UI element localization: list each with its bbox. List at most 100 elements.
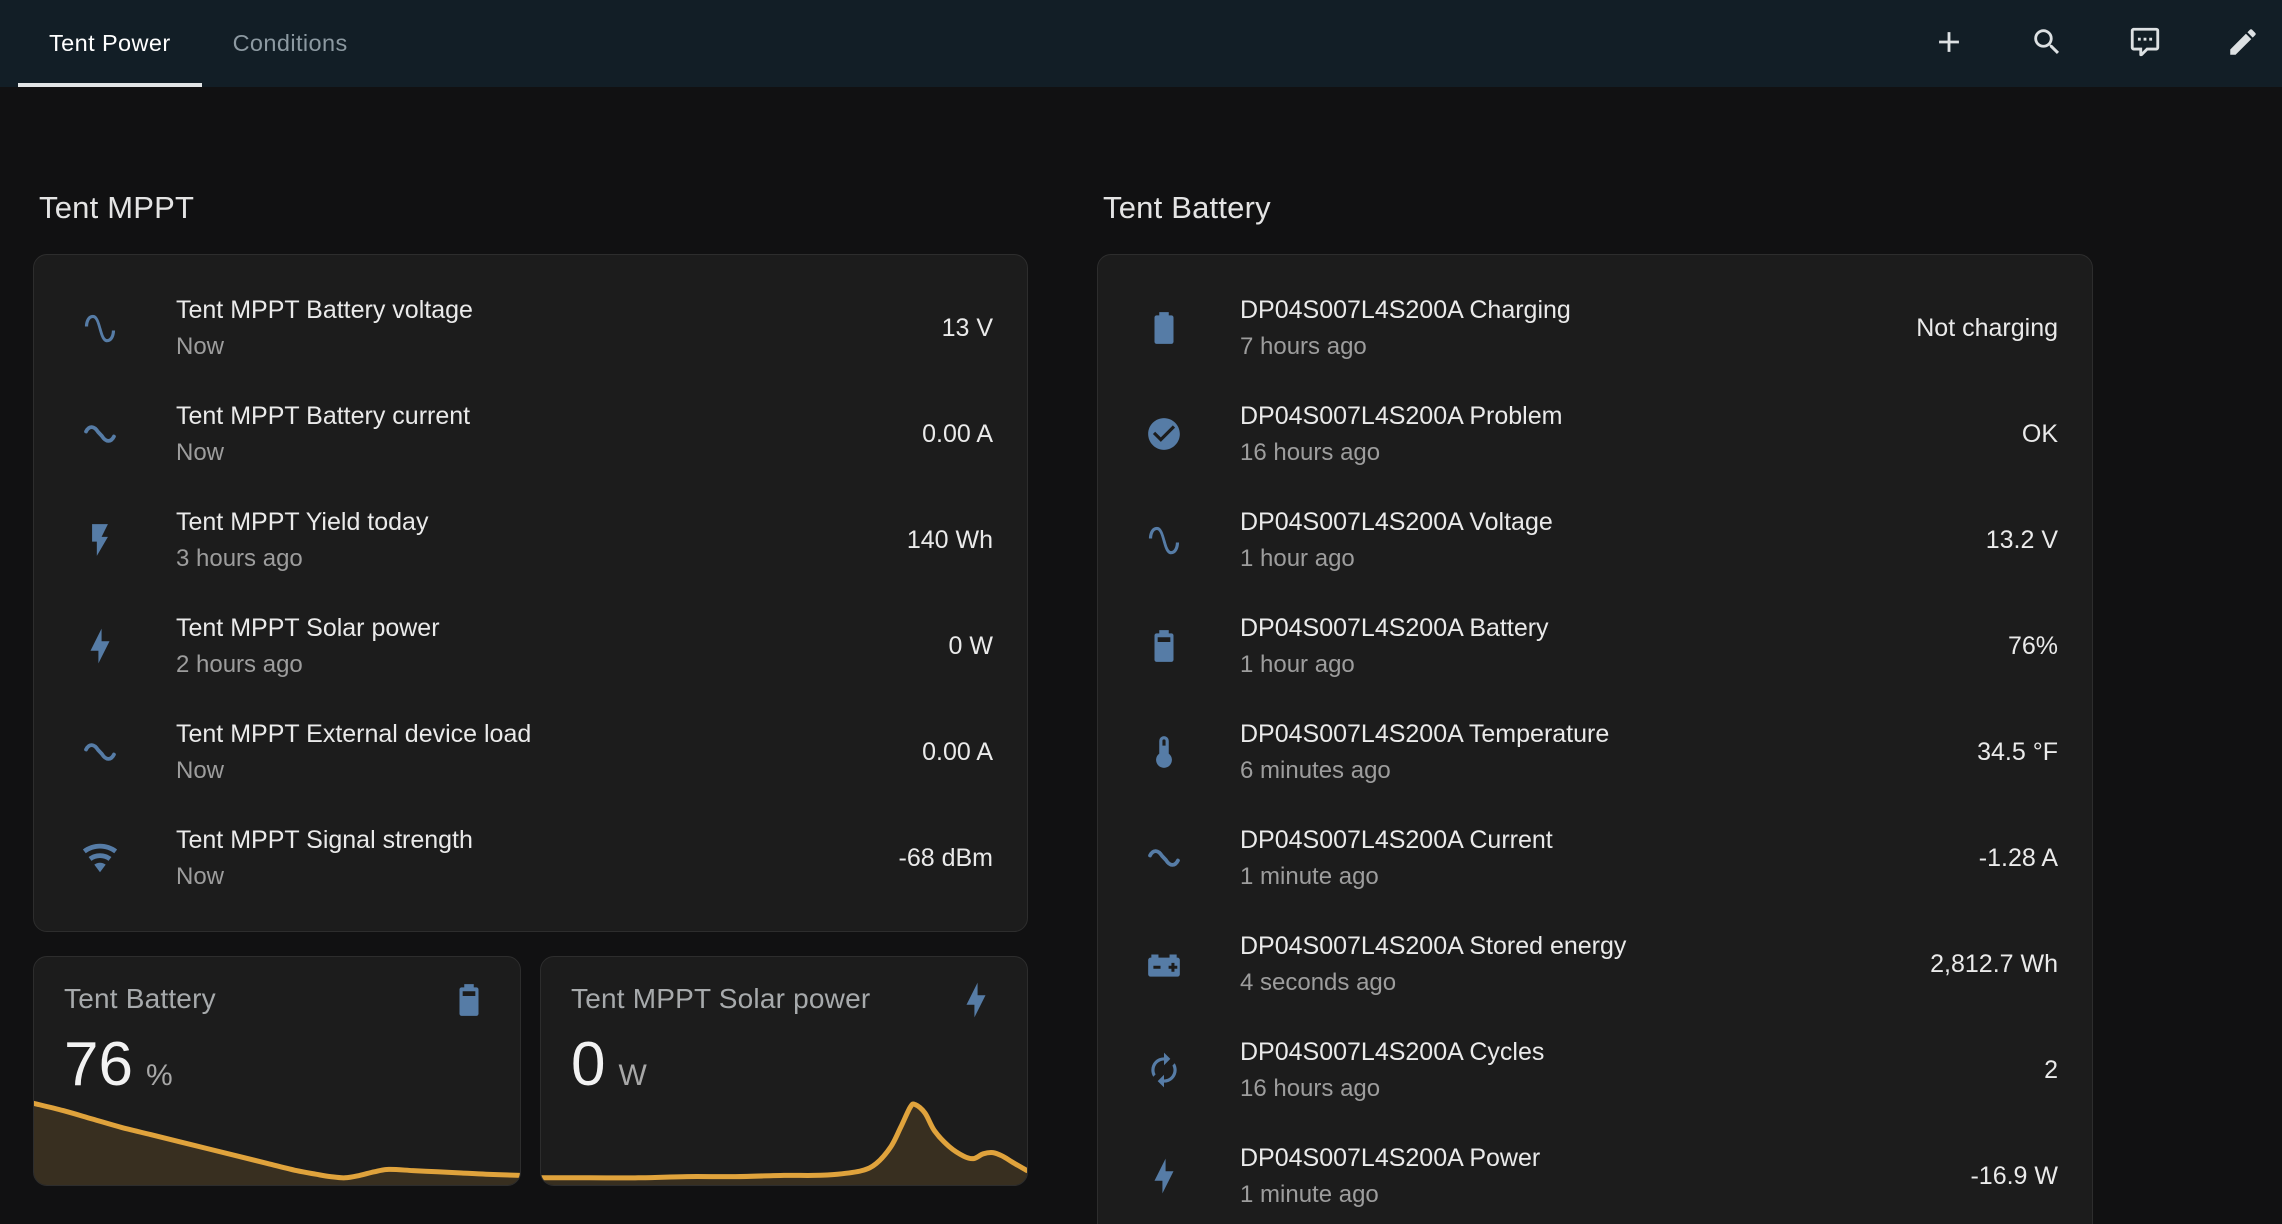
entity-last-changed: 1 minute ago — [1240, 862, 1379, 890]
entity-value: 0.00 A — [922, 419, 993, 448]
entity-last-changed: 16 hours ago — [1240, 1074, 1381, 1102]
sensor-card-value: 76 — [64, 1030, 133, 1099]
entity-row[interactable]: Tent MPPT Solar power 2 hours ago 0 W — [34, 593, 1027, 699]
header-actions — [1900, 0, 2282, 87]
edit-pencil-icon — [2226, 25, 2260, 62]
thermometer-icon — [1144, 732, 1184, 772]
search-icon — [2030, 25, 2064, 62]
edit-dashboard-button[interactable] — [2194, 0, 2282, 87]
tab-conditions[interactable]: Conditions — [202, 0, 379, 87]
sensor-card-title: Tent MPPT Solar power — [571, 983, 871, 1014]
autorenew-icon — [1144, 1050, 1184, 1090]
entity-last-changed: Now — [176, 332, 225, 360]
entity-last-changed: 6 minutes ago — [1240, 756, 1391, 784]
battery-70-icon — [450, 981, 488, 1024]
entities-card-tent-battery: DP04S007L4S200A Charging 7 hours ago Not… — [1097, 254, 2093, 1224]
sensor-card-value: 0 — [571, 1030, 606, 1099]
section-title-tent-battery: Tent Battery — [1103, 190, 1271, 225]
entity-row[interactable]: DP04S007L4S200A Stored energy 4 seconds … — [1098, 911, 2092, 1017]
entity-value: Not charging — [1916, 313, 2058, 342]
entity-row[interactable]: Tent MPPT Yield today 3 hours ago 140 Wh — [34, 487, 1027, 593]
entity-value: 76% — [2007, 631, 2058, 660]
entity-row[interactable]: Tent MPPT Battery voltage Now 13 V — [34, 275, 1027, 381]
entity-name: Tent MPPT Battery current — [176, 401, 471, 430]
entity-value: OK — [2021, 419, 2058, 448]
entity-row[interactable]: DP04S007L4S200A Current 1 minute ago -1.… — [1098, 805, 2092, 911]
section-title-tent-mppt: Tent MPPT — [39, 190, 195, 225]
sensor-card-unit: W — [618, 1059, 647, 1092]
entity-value: -68 dBm — [898, 843, 993, 872]
entity-value: 0 W — [948, 631, 993, 660]
entity-row[interactable]: DP04S007L4S200A Temperature 6 minutes ag… — [1098, 699, 2092, 805]
entity-value: -16.9 W — [1970, 1161, 2058, 1190]
entity-name: Tent MPPT Solar power — [176, 613, 440, 642]
current-ac-icon — [1144, 838, 1184, 878]
lightning-bolt-icon — [957, 981, 995, 1024]
entity-row[interactable]: DP04S007L4S200A Voltage 1 hour ago 13.2 … — [1098, 487, 2092, 593]
entity-last-changed: 1 minute ago — [1240, 1180, 1379, 1208]
tab-label: Conditions — [232, 30, 348, 56]
entity-row[interactable]: DP04S007L4S200A Charging 7 hours ago Not… — [1098, 275, 2092, 381]
entity-row[interactable]: DP04S007L4S200A Power 1 minute ago -16.9… — [1098, 1123, 2092, 1224]
search-button[interactable] — [1998, 0, 2096, 87]
sensor-graph-card[interactable]: Tent Battery 76% — [33, 956, 521, 1186]
sparkline-chart — [34, 1065, 520, 1185]
entity-value: 13.2 V — [1985, 525, 2058, 554]
entity-name: Tent MPPT Yield today — [176, 507, 429, 536]
entity-row[interactable]: DP04S007L4S200A Battery 1 hour ago 76% — [1098, 593, 2092, 699]
tab-tent-power[interactable]: Tent Power — [18, 0, 202, 87]
lightning-bolt-icon — [80, 626, 120, 666]
entity-value: -1.28 A — [1978, 843, 2058, 872]
entity-row[interactable]: Tent MPPT Signal strength Now -68 dBm — [34, 805, 1027, 911]
sensor-cards-row: Tent Battery 76% Tent MPPT Solar power 0 W — [33, 956, 1028, 1186]
entity-last-changed: 2 hours ago — [176, 650, 303, 678]
entity-last-changed: 1 hour ago — [1240, 650, 1355, 678]
entity-name: DP04S007L4S200A Cycles — [1240, 1037, 1545, 1066]
active-tab-underline — [18, 83, 202, 87]
entity-name: Tent MPPT External device load — [176, 719, 532, 748]
entity-last-changed: 7 hours ago — [1240, 332, 1367, 360]
entity-row[interactable]: Tent MPPT Battery current Now 0.00 A — [34, 381, 1027, 487]
view-tabs: Tent Power Conditions — [18, 0, 379, 87]
entity-value: 0.00 A — [922, 737, 993, 766]
entity-last-changed: 16 hours ago — [1240, 438, 1381, 466]
entities-card-tent-mppt: Tent MPPT Battery voltage Now 13 V Tent … — [33, 254, 1028, 932]
entity-name: DP04S007L4S200A Voltage — [1240, 507, 1553, 536]
flash-icon — [80, 520, 120, 560]
assist-chat-icon — [2128, 25, 2162, 62]
add-card-button[interactable] — [1900, 0, 1998, 87]
entity-name: Tent MPPT Signal strength — [176, 825, 473, 854]
assist-button[interactable] — [2096, 0, 2194, 87]
entity-row[interactable]: DP04S007L4S200A Problem 16 hours ago OK — [1098, 381, 2092, 487]
entity-value: 13 V — [941, 313, 993, 342]
entity-name: DP04S007L4S200A Problem — [1240, 401, 1563, 430]
entity-value: 2,812.7 Wh — [1930, 949, 2058, 978]
entity-name: DP04S007L4S200A Power — [1240, 1143, 1541, 1172]
entity-value: 140 Wh — [906, 525, 993, 554]
entity-last-changed: Now — [176, 862, 225, 890]
lightning-bolt-icon — [1144, 1156, 1184, 1196]
current-ac-icon — [80, 414, 120, 454]
entity-name: DP04S007L4S200A Battery — [1240, 613, 1549, 642]
tab-label: Tent Power — [49, 30, 171, 56]
column-right: Tent Battery DP04S007L4S200A Charging 7 … — [1097, 87, 2093, 1224]
entity-value: 34.5 °F — [1977, 737, 2058, 766]
entity-last-changed: Now — [176, 438, 225, 466]
entity-name: DP04S007L4S200A Charging — [1240, 295, 1571, 324]
battery-70-icon — [1144, 626, 1184, 666]
entity-last-changed: Now — [176, 756, 225, 784]
sensor-card-unit: % — [145, 1059, 173, 1092]
entity-name: DP04S007L4S200A Current — [1240, 825, 1553, 854]
entity-value: 2 — [2044, 1055, 2058, 1084]
entity-last-changed: 4 seconds ago — [1240, 968, 1397, 996]
entity-last-changed: 1 hour ago — [1240, 544, 1355, 572]
entity-row[interactable]: Tent MPPT External device load Now 0.00 … — [34, 699, 1027, 805]
sensor-graph-card[interactable]: Tent MPPT Solar power 0 W — [540, 956, 1028, 1186]
sparkline-chart — [541, 1065, 1027, 1185]
entity-name: DP04S007L4S200A Temperature — [1240, 719, 1610, 748]
view-content: Tent MPPT Tent MPPT Battery voltage Now … — [0, 87, 2282, 1224]
app-header: Tent Power Conditions — [0, 0, 2282, 87]
entity-row[interactable]: DP04S007L4S200A Cycles 16 hours ago 2 — [1098, 1017, 2092, 1123]
sensor-card-title: Tent Battery — [64, 983, 216, 1014]
